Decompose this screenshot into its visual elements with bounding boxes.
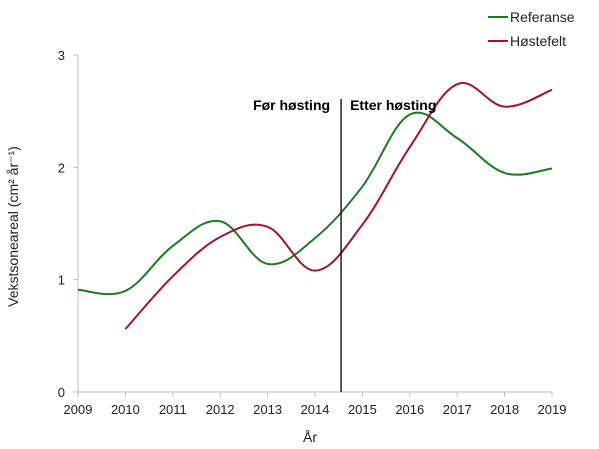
x-tick-label: 2009 — [64, 402, 93, 417]
y-axis-ticks: 0 1 2 3 — [58, 48, 78, 400]
series-line-referanse — [77, 111, 553, 296]
series-line-hostefelt — [124, 82, 553, 330]
x-tick-label: 2019 — [538, 402, 567, 417]
x-tick-label: 2014 — [301, 402, 330, 417]
series-layer — [77, 82, 553, 330]
x-tick-label: 2010 — [111, 402, 140, 417]
y-tick-label: 3 — [58, 48, 65, 63]
y-tick-label: 1 — [58, 273, 65, 288]
legend-label-referanse: Referanse — [510, 9, 575, 25]
x-tick-label: 2011 — [159, 402, 187, 417]
before-harvest-label: Før høsting — [253, 97, 330, 113]
y-tick-label: 0 — [58, 385, 65, 400]
legend-label-hostefelt: Høstefelt — [510, 33, 566, 49]
y-tick-label: 2 — [58, 160, 65, 175]
y-axis-title: Vekstsoneareal (cm² år⁻¹) — [5, 146, 21, 307]
x-tick-label: 2016 — [395, 402, 424, 417]
x-tick-label: 2015 — [348, 402, 377, 417]
x-tick-label: 2017 — [443, 402, 472, 417]
legend: Referanse Høstefelt — [488, 9, 575, 49]
x-axis-ticks: 2009 2010 2011 2012 2013 2014 2015 2016 2017 2018… — [64, 392, 567, 417]
after-harvest-label: Etter høsting — [350, 97, 436, 113]
x-tick-label: 2018 — [490, 402, 519, 417]
x-tick-label: 2013 — [253, 402, 282, 417]
x-tick-label: 2012 — [206, 402, 235, 417]
x-axis-title: År — [303, 429, 317, 445]
